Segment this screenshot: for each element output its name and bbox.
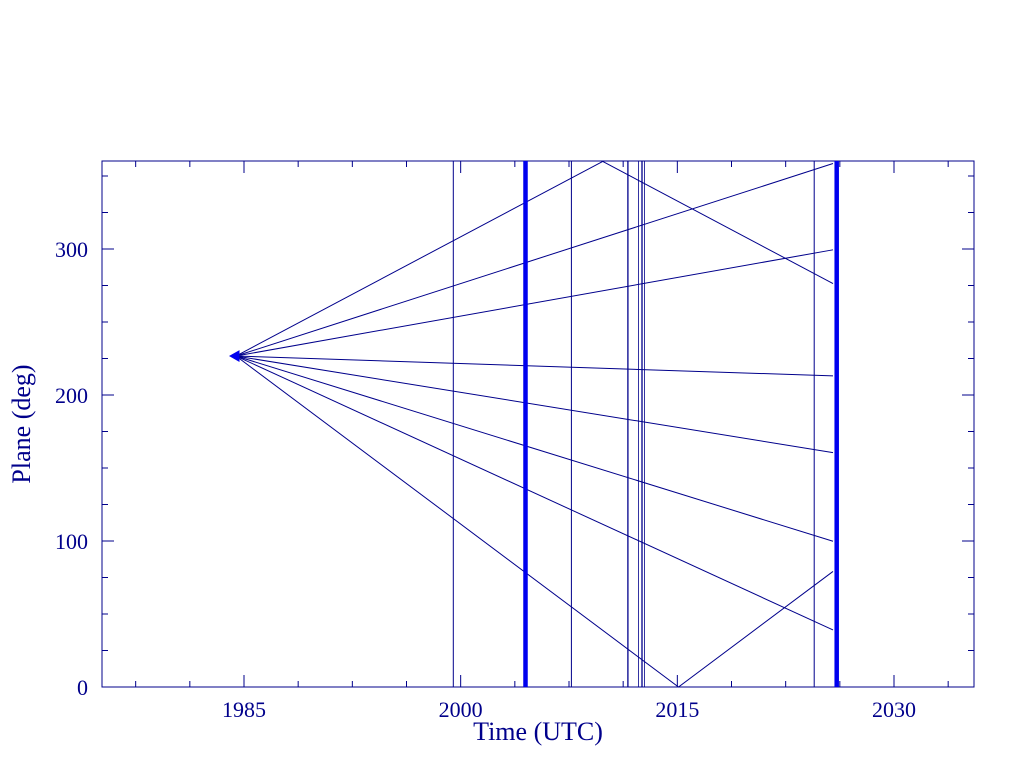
svg-text:Plane (deg): Plane (deg) [7,364,36,483]
svg-text:Time (UTC): Time (UTC) [473,717,603,746]
svg-text:0: 0 [77,675,88,700]
svg-text:2015: 2015 [655,697,699,722]
svg-text:1985: 1985 [222,697,266,722]
svg-text:200: 200 [55,383,88,408]
svg-text:100: 100 [55,529,88,554]
svg-text:2030: 2030 [872,697,916,722]
svg-text:300: 300 [55,237,88,262]
